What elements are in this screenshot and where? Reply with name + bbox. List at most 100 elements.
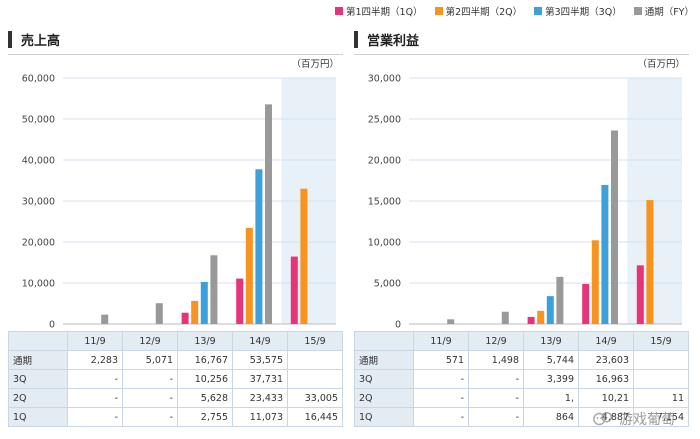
y-tick-label: 20,000: [368, 156, 401, 167]
table-header-cell: 13/9: [177, 331, 233, 351]
y-tick-label: 5,000: [374, 279, 401, 290]
table-cell: 11: [633, 388, 689, 408]
y-tick-label: 0: [49, 320, 55, 331]
legend-item-q2: 第2四半期（2Q）: [434, 4, 522, 18]
table-cell: -: [67, 407, 123, 427]
table-cell: [633, 369, 689, 389]
bar-q3-14-9: [601, 184, 609, 324]
y-tick-label: 30,000: [22, 197, 55, 208]
table-cell: 5,744: [523, 350, 579, 370]
operating-profit-unit-label: （百万円）: [637, 59, 685, 70]
operating-profit-table: 11/9 12/9 13/9 14/9 15/9 通期 571 1,498 5,744 23,60…: [354, 331, 689, 427]
table-cell: -: [468, 369, 524, 389]
sales-panel: 売上高 （百万円） 0 10,000 20,000 30,000 40,000 50,00…: [8, 26, 343, 439]
table-cell: 1,498: [468, 350, 524, 370]
table-cell: 33,005: [287, 388, 343, 408]
table-cell: 16,767: [177, 350, 233, 370]
table-row: 通期 2,283 5,071 16,767 53,575: [8, 350, 343, 370]
table-cell: -: [67, 388, 123, 408]
legend-item-fy: 通期（FY）: [633, 4, 694, 18]
y-tick-label: 25,000: [368, 115, 401, 126]
table-cell: 53,575: [232, 350, 288, 370]
table-header-cell: 15/9: [633, 331, 689, 351]
table-cell: 864: [523, 407, 579, 427]
table-row-header: 通期: [354, 350, 414, 370]
bar-q2-15-9: [300, 188, 308, 324]
bar-q3-13-9: [200, 281, 208, 324]
table-row: 3Q - -10,256 37,731: [8, 369, 343, 389]
bar-q2-14-9: [245, 227, 253, 324]
table-cell: -: [413, 388, 469, 408]
table-header-cell: 11/9: [67, 331, 123, 351]
bar-q2-14-9: [591, 240, 599, 324]
table-cell: -: [67, 369, 123, 389]
table-cell: [287, 369, 343, 389]
header-accent-bar: [354, 31, 358, 48]
y-tick-label: 40,000: [22, 156, 55, 167]
bar-fy-12-9: [155, 303, 163, 324]
sales-table: 11/9 12/9 13/9 14/9 15/9 通期 2,283 5,071 16,767 53…: [8, 331, 343, 427]
legend-label-fy: 通期（FY）: [644, 7, 694, 18]
table-cell: 16,963: [578, 369, 634, 389]
watermark-logo-icon: [593, 411, 612, 426]
operating-profit-chart: 0 5,000 10,000 15,000 20,000 25,000 30,000 11/9…: [354, 68, 689, 353]
table-header-cell: 14/9: [232, 331, 288, 351]
table-header-row: 11/9 12/9 13/9 14/9 15/9: [8, 331, 343, 351]
bar-fy-14-9: [611, 130, 618, 324]
legend-item-q1: 第1四半期（1Q）: [334, 4, 423, 18]
table-row-header: 2Q: [354, 388, 414, 408]
table-cell: -: [413, 407, 469, 427]
table-cell: 5,628: [177, 388, 233, 408]
table-cell: -: [413, 369, 469, 389]
y-tick-label: 20,000: [22, 238, 55, 249]
sales-chart-svg: 010,00020,00030,00040,00050,00060,00011/…: [22, 74, 336, 338]
table-header-cell: 12/9: [122, 331, 178, 351]
bar-fy-13-9: [556, 276, 564, 324]
sales-unit-label: （百万円）: [291, 59, 339, 70]
table-cell: 16,445: [287, 407, 343, 427]
table-row: 1Q - -2,755 11,073 16,445: [8, 407, 343, 427]
legend-label-q1: 第1四半期（1Q）: [345, 7, 423, 18]
table-header-cell: 13/9: [523, 331, 579, 351]
table-cell: 7,154: [633, 407, 689, 427]
table-row: 3Q - -3,399 16,963: [354, 369, 689, 389]
operating-profit-panel-header: 営業利益: [354, 26, 689, 55]
table-row-header: 1Q: [8, 407, 68, 427]
bar-q1-15-9: [290, 256, 298, 324]
table-row-header: 1Q: [354, 407, 414, 427]
y-tick-label: 10,000: [368, 238, 401, 249]
table-cell: -: [122, 407, 178, 427]
table-cell: 37,731: [232, 369, 288, 389]
table-cell: 1,: [523, 388, 579, 408]
table-row: 通期 571 1,498 5,744 23,603: [354, 350, 689, 370]
legend-swatch-q2: [434, 7, 443, 15]
table-header-cell: 15/9: [287, 331, 343, 351]
table-cell: 10,21: [578, 388, 634, 408]
table-cell: [633, 350, 689, 370]
legend-item-q3: 第3四半期（3Q）: [534, 4, 622, 18]
y-tick-label: 50,000: [22, 115, 55, 126]
bar-q1-15-9: [636, 265, 644, 324]
table-cell: -: [122, 388, 178, 408]
watermark-text: 游戏葡萄: [619, 412, 675, 428]
bar-q2-13-9: [537, 310, 545, 324]
y-tick-label: 10,000: [22, 279, 55, 290]
operating-profit-panel: 営業利益 （百万円） 0 5,000 10,000 15,000 20,000 25,00…: [354, 26, 689, 439]
watermark: 游戏葡萄: [592, 408, 675, 430]
table-cell: -: [122, 369, 178, 389]
bar-q2-13-9: [191, 300, 199, 324]
bar-q1-13-9: [527, 316, 535, 324]
sales-chart-title: 売上高: [21, 34, 61, 49]
legend-swatch-q1: [334, 7, 343, 15]
bar-fy-11-9: [447, 319, 455, 324]
table-cell: 11,073: [232, 407, 288, 427]
table-row-header: 3Q: [354, 369, 414, 389]
sales-panel-header: 売上高: [8, 26, 343, 55]
y-tick-label: 30,000: [368, 74, 401, 85]
table-row-header: 3Q: [8, 369, 68, 389]
y-tick-label: 60,000: [22, 74, 55, 85]
table-row: 2Q - -1, 10,21 11: [354, 388, 689, 408]
table-cell: -: [468, 388, 524, 408]
y-tick-label: 15,000: [368, 197, 401, 208]
table-cell: 2,283: [67, 350, 123, 370]
